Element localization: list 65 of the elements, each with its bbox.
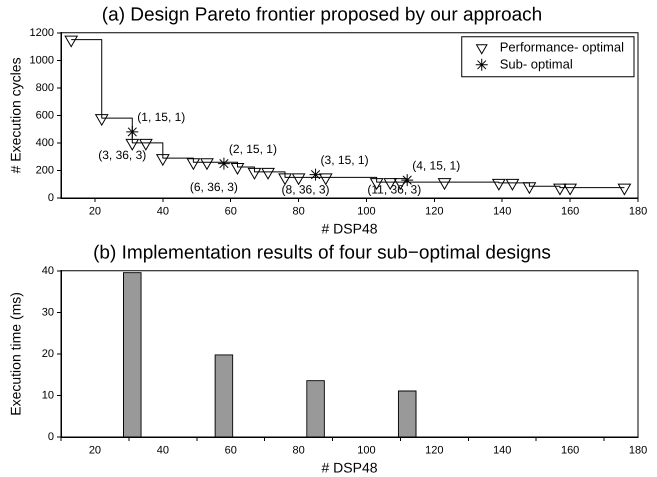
point [319,173,332,185]
point [492,178,506,190]
chart-title: (b) Implementation results of four sub−optimal designs [93,242,551,264]
x-tick-label: 60 [224,444,237,457]
annotation: (6, 36, 3) [190,180,238,194]
y-tick-label: 800 [36,82,54,94]
point [438,178,452,190]
x-tick-label: 80 [292,444,305,457]
x-tick-label: 100 [357,206,376,218]
point [230,163,244,175]
point [95,114,108,126]
legend-label: Sub- optimal [500,56,573,72]
y-tick-label: 400 [36,136,54,149]
x-tick-label: 140 [493,206,512,218]
point [564,184,577,196]
annotation: (3, 15, 1) [320,152,369,167]
x-tick-label: 180 [628,444,648,457]
point [261,168,275,180]
point [200,158,214,170]
x-tick-label: 100 [357,444,376,457]
point [126,138,139,150]
x-tick-label: 140 [493,444,512,457]
x-tick-label: 160 [560,444,580,457]
x-tick-label: 120 [425,444,444,457]
x-axis-title: # DSP48 [321,220,378,236]
point [522,182,536,194]
y-tick-label: 0 [48,431,54,444]
point [292,173,306,185]
annotation: (3, 36, 3) [98,148,146,162]
point [186,158,200,170]
chart-title: (a) Design Pareto frontier proposed by our approach [102,4,542,26]
point [248,168,262,180]
x-tick-label: 40 [156,206,169,218]
x-tick-label: 20 [88,206,102,218]
y-tick-label: 600 [36,109,54,122]
y-tick-label: 1200 [30,26,54,39]
point [64,36,78,48]
x-tick-label: 120 [425,206,444,218]
y-axis-title: Execution time (ms) [7,292,24,416]
y-tick-label: 1000 [30,54,54,66]
x-tick-label: 40 [156,444,169,457]
y-tick-label: 10 [42,389,54,402]
x-tick-label: 160 [560,206,580,218]
annotation: (8, 36, 3) [282,182,330,196]
point [506,178,519,190]
annotation: (2, 15, 1) [228,142,277,156]
legend-label: Performance- optimal [500,39,624,54]
point [156,154,170,166]
point [139,138,152,150]
point [618,184,631,196]
y-tick-label: 0 [48,192,54,204]
x-axis-title: # DSP48 [321,459,378,476]
point [278,173,292,185]
y-tick-label: 200 [36,164,54,176]
annotation: (1, 15, 1) [137,110,186,124]
annotation: (4, 15, 1) [412,158,460,172]
x-tick-label: 180 [628,206,648,218]
y-axis-title: # Execution cycles [7,57,24,174]
x-tick-label: 60 [224,206,237,218]
x-tick-label: 80 [292,206,305,218]
y-tick-label: 40 [42,264,54,277]
point [553,184,566,196]
x-tick-label: 20 [88,444,102,457]
y-tick-label: 30 [42,306,54,318]
y-tick-label: 20 [42,348,54,360]
